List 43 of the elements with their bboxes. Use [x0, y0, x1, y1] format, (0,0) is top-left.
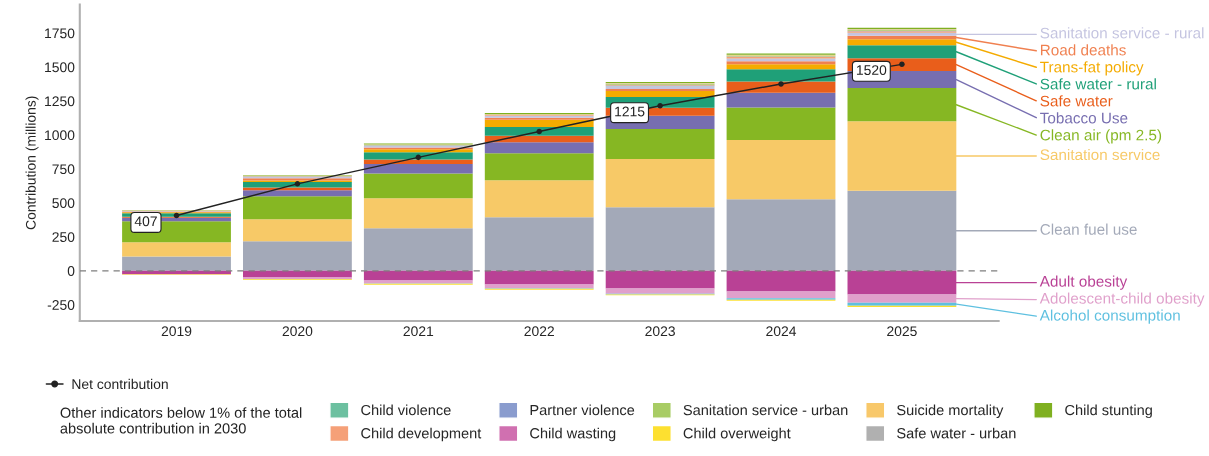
legend-label: Child stunting: [1065, 404, 1152, 419]
legend-label: Net contribution: [72, 378, 168, 390]
y-axis-title: Contribution (millions): [25, 96, 39, 230]
y-tick-label: 500: [52, 198, 75, 209]
x-tick-label: 2020: [282, 326, 313, 337]
text: Tobacco Use: [1040, 112, 1128, 124]
legend-label: Child wasting: [530, 427, 616, 442]
data-label: 1215: [615, 106, 645, 117]
y-tick-label: 750: [52, 164, 75, 175]
x-tick-label: 2021: [403, 326, 434, 337]
data-label: 1520: [856, 65, 887, 75]
legend-label: Sanitation service - urban: [683, 404, 848, 416]
legend-label: Child violence: [361, 404, 451, 416]
text: Clean air (pm 2.5): [1040, 129, 1162, 144]
y-tick-label: 1250: [45, 96, 75, 107]
legend-label: Child overweight: [683, 427, 791, 442]
y-tick-label: 250: [52, 232, 75, 242]
text: Alcohol consumption: [1039, 309, 1180, 324]
x-tick-label: 2024: [766, 326, 797, 337]
x-tick-label: 2023: [645, 326, 675, 337]
legend-label: Partner violence: [530, 404, 635, 416]
text: Adolescent-child obesity: [1039, 292, 1205, 307]
text: Sanitation service - rural: [1040, 27, 1204, 39]
x-tick-label: 2019: [161, 326, 192, 337]
legend-title: Other indicators below 1% of the total absolute contribution in 2030: [60, 407, 302, 434]
text: Adult obesity: [1039, 275, 1128, 290]
x-tick-label: 2022: [524, 326, 554, 337]
x-tick-label: 2025: [887, 326, 917, 337]
legend-label: Child development: [361, 427, 482, 442]
y-tick-label: 1000: [45, 130, 75, 141]
text: Safe water - rural: [1040, 78, 1156, 90]
text: Safe water: [1040, 95, 1113, 107]
text: Sanitation service: [1040, 148, 1160, 161]
text: Trans-fat policy: [1040, 61, 1144, 76]
legend-label: Safe water - urban: [897, 427, 1016, 439]
text: Clean fuel use: [1040, 223, 1137, 235]
y-tick-label: 1750: [45, 28, 75, 39]
y-tick-label: 0: [67, 266, 75, 276]
y-tick-label: 1500: [45, 62, 75, 73]
legend-label: Suicide mortality: [897, 404, 1004, 419]
text: Road deaths: [1040, 44, 1126, 56]
y-tick-label: -250: [47, 300, 75, 310]
data-label: 407: [134, 216, 157, 227]
